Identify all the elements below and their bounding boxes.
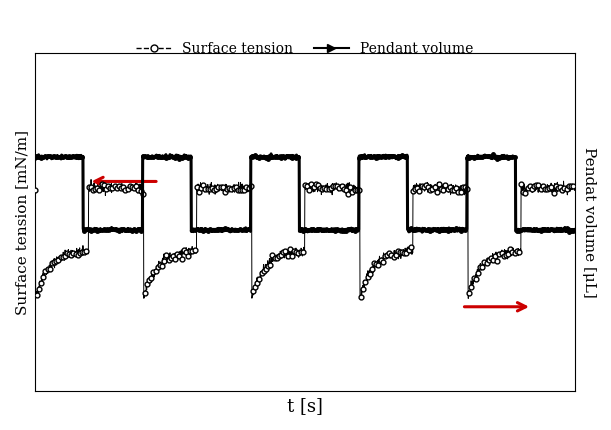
Y-axis label: Surface tension [mN/m]: Surface tension [mN/m] <box>15 129 29 315</box>
Y-axis label: Pendat volume [μL]: Pendat volume [μL] <box>582 147 596 298</box>
Legend: Surface tension, Pendant volume: Surface tension, Pendant volume <box>131 36 479 61</box>
X-axis label: t [s]: t [s] <box>287 397 323 415</box>
